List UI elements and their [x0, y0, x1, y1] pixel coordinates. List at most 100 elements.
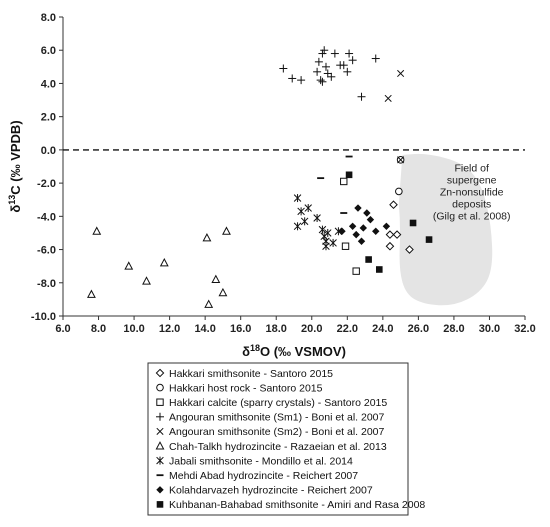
marker-shape — [385, 230, 395, 239]
data-point — [322, 242, 330, 251]
data-point — [409, 219, 417, 227]
marker-shape — [363, 209, 371, 217]
data-point — [366, 215, 375, 224]
data-point — [222, 226, 231, 235]
legend-marker — [156, 456, 164, 465]
data-point — [300, 217, 309, 226]
marker-shape — [389, 200, 398, 210]
field-label-line: (Gilg et al. 2008) — [433, 210, 511, 222]
marker-shape — [397, 69, 405, 78]
legend-entry: Hakkari smithsonite - Santoro 2015 — [169, 368, 333, 380]
data-point — [385, 230, 395, 239]
field-region — [398, 153, 493, 306]
axis-labels: δ18O (‰ VSMOV) δ13C (‰ VPDB) — [7, 120, 346, 359]
data-point — [372, 227, 380, 235]
marker-shape — [366, 215, 375, 224]
data-point — [159, 257, 169, 267]
marker-shape — [341, 242, 350, 250]
data-point — [218, 287, 228, 297]
y-tick-label: 6.0 — [41, 45, 56, 57]
y-tick-label: 2.0 — [41, 112, 56, 124]
data-point — [320, 46, 329, 55]
x-tick-label: 30.0 — [479, 323, 500, 335]
marker-shape — [352, 230, 360, 239]
marker-shape — [202, 233, 212, 242]
x-tick-label: 32.0 — [514, 323, 535, 335]
x-axis-label: δ18O (‰ VSMOV) — [242, 343, 346, 359]
x-tick-label: 20.0 — [301, 323, 322, 335]
legend: Hakkari smithsonite - Santoro 2015 Hakkar… — [147, 362, 425, 516]
data-point — [371, 54, 380, 63]
x-tick-label: 28.0 — [443, 323, 464, 335]
x-tick-label: 6.0 — [55, 323, 70, 335]
data-point — [293, 222, 302, 231]
data-point — [352, 230, 360, 239]
marker-shape — [348, 222, 357, 231]
data-point — [397, 69, 405, 78]
y-tick-label: 0.0 — [41, 145, 56, 157]
data-marks — [87, 46, 433, 308]
data-point — [92, 226, 102, 235]
y-tick-label: 8.0 — [41, 12, 56, 24]
plot-axes — [59, 16, 526, 320]
x-tick-label: 26.0 — [408, 323, 429, 335]
data-point — [327, 72, 336, 81]
field-label-line: Zn-nonsulfide — [440, 186, 504, 198]
data-point — [359, 224, 368, 232]
data-point — [395, 187, 403, 196]
marker-shape — [155, 368, 165, 378]
data-point — [318, 49, 327, 58]
data-point — [354, 204, 362, 212]
data-point — [202, 233, 212, 242]
data-point — [318, 225, 327, 234]
data-point — [204, 299, 214, 308]
marker-shape — [392, 230, 402, 239]
marker-shape — [156, 501, 164, 508]
legend-marker — [156, 486, 164, 494]
legend-entry: Kuhbanan-Bahabad smithsonite - Amiri and… — [169, 499, 425, 511]
data-point — [288, 74, 297, 83]
marker-shape — [405, 245, 414, 254]
field-label-line: supergene — [447, 174, 497, 186]
x-tick-label: 24.0 — [372, 323, 393, 335]
data-point — [329, 238, 337, 247]
legend-entry: Mehdi Abad hydrozincite - Reichert 2007 — [169, 470, 358, 482]
legend-marker — [156, 427, 164, 435]
data-point — [330, 49, 339, 58]
marker-shape — [222, 226, 231, 235]
marker-shape — [397, 156, 405, 164]
legend-marker — [155, 441, 165, 450]
data-point — [389, 200, 398, 210]
data-point — [375, 266, 383, 273]
data-point — [340, 177, 348, 186]
data-point — [357, 237, 366, 245]
field-label-line: Field of — [454, 162, 489, 174]
marker-shape — [338, 227, 346, 235]
marker-shape — [211, 274, 221, 283]
data-point — [297, 76, 306, 85]
marker-shape — [372, 227, 380, 235]
legend-marker — [156, 398, 164, 406]
legend-entry: Kolahdarvazeh hydrozincite - Reichert 20… — [169, 485, 373, 497]
marker-shape — [87, 289, 96, 298]
legend-entry: Angouran smithsonite (Sm2) - Boni et al.… — [169, 426, 385, 438]
marker-shape — [92, 226, 102, 235]
data-point — [314, 57, 323, 66]
data-point — [405, 245, 414, 254]
marker-shape — [395, 187, 403, 196]
marker-shape — [218, 287, 228, 297]
data-point — [384, 94, 392, 102]
data-point — [341, 242, 350, 250]
data-point — [313, 67, 322, 76]
data-point — [382, 222, 391, 231]
data-point — [211, 274, 221, 283]
data-point — [357, 92, 366, 101]
data-point — [323, 69, 332, 78]
marker-shape — [352, 267, 360, 275]
data-point — [142, 276, 151, 285]
tick-labels: 6.0 8.0 10.0 12.0 14.0 16.0 18.0 20.0 22.0 24.0 26… — [31, 12, 536, 335]
marker-shape — [354, 204, 362, 212]
legend-marker — [155, 368, 165, 378]
data-point — [316, 76, 325, 85]
